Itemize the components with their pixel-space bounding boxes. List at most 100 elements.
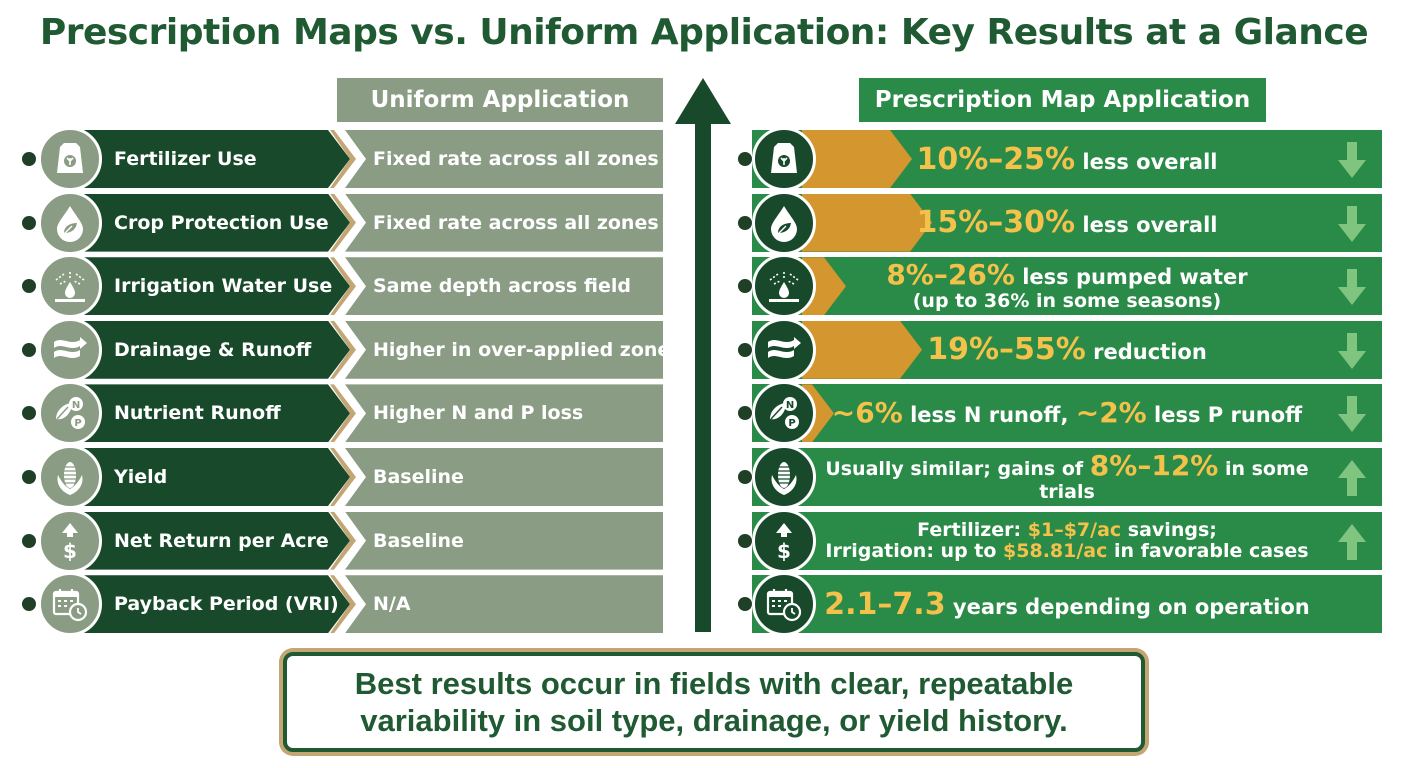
metric-label: Nutrient Runoff — [114, 402, 281, 425]
row-bullet — [738, 597, 752, 612]
corn-icon-circle — [38, 445, 102, 509]
dollar-up-icon-circle: $ — [38, 508, 102, 573]
uniform-value: Higher N and P loss — [345, 384, 663, 443]
value-highlight: ~6% — [831, 395, 903, 429]
uniform-column-header: Uniform Application — [337, 78, 663, 122]
calendar-clock-icon-circle — [38, 572, 102, 637]
droplet-leaf-icon-circle — [38, 190, 102, 255]
drainage-waves-icon-circle — [752, 317, 816, 382]
row-bullet — [738, 152, 752, 166]
prescription-row-nutrient-runoff: N P ~6% less N runoff, ~2% less P runoff — [0, 381, 1408, 446]
metric-label-bar — [70, 193, 350, 252]
prescription-bar — [752, 511, 1382, 570]
prescription-value: 8%–26% less pumped water (up to 36% in so… — [812, 257, 1322, 315]
center-up-arrow-icon — [675, 78, 731, 632]
bottom-takeaway-box: Best results occur in fields with clear,… — [283, 652, 1145, 752]
reduction-magnitude-arrow — [802, 320, 922, 379]
prescription-row-crop-protection-use: 15%–30% less overall — [0, 190, 1408, 255]
value-text: less N runoff, — [902, 402, 1076, 427]
value-line: 8%–26% less pumped water — [886, 259, 1248, 291]
svg-text:N: N — [72, 400, 80, 411]
value-text: Irrigation: up to — [825, 539, 1004, 562]
value-line: 2.1–7.3 years depending on operation — [824, 588, 1309, 621]
calendar-clock-icon — [766, 589, 802, 622]
value-text: savings; — [1121, 518, 1217, 541]
page-title: Prescription Maps vs. Uniform Applicatio… — [39, 12, 1369, 53]
value-line: 10%–25% less overall — [917, 143, 1218, 176]
metric-label: Crop Protection Use — [114, 211, 329, 234]
prescription-column-header: Prescription Map Application — [859, 78, 1266, 122]
row-bullet — [22, 279, 36, 294]
metric-label: Fertilizer Use — [114, 148, 257, 170]
prescription-bar — [752, 384, 1382, 443]
uniform-value: Baseline — [345, 448, 663, 506]
prescription-row-net-return-per-acre: $ Fertilizer: $1–$7/ac savings; Irrigation… — [0, 508, 1408, 573]
calendar-clock-icon — [52, 589, 88, 622]
value-highlight: $1–$7/ac — [1027, 518, 1122, 541]
reduction-magnitude-arrow — [802, 130, 912, 188]
row-bullet — [22, 470, 36, 484]
prescription-row-fertilizer-use: 10%–25% less overall — [0, 127, 1408, 191]
fertilizer-bag-icon-circle — [752, 127, 816, 191]
value-text: in some trials — [1039, 458, 1309, 503]
fertilizer-bag-icon — [57, 143, 83, 173]
dollar-up-icon: $ — [62, 522, 78, 561]
value-text: reduction — [1085, 340, 1207, 365]
value-text: Usually similar; gains of — [825, 458, 1090, 481]
prescription-value: Fertilizer: $1–$7/ac savings; Irrigation:… — [812, 512, 1322, 570]
svg-text:P: P — [788, 418, 795, 429]
row-bullet — [22, 533, 36, 548]
uniform-row-nutrient-runoff: Higher N and P loss Nutrient Runoff N P — [0, 381, 700, 446]
irrigation-icon-circle — [752, 254, 816, 319]
value-text: less overall — [1075, 213, 1218, 238]
drainage-waves-icon — [54, 336, 87, 358]
svg-text:N: N — [786, 400, 794, 411]
drainage-waves-icon — [768, 336, 801, 358]
value-line-1: Fertilizer: $1–$7/ac savings; — [917, 518, 1217, 541]
metric-label-bar — [70, 384, 350, 443]
trend-up-arrow-icon — [1338, 523, 1366, 560]
row-bullet — [22, 597, 36, 612]
corn-icon-circle — [752, 445, 816, 509]
value-text: Fertilizer: — [917, 518, 1028, 541]
metric-label: Net Return per Acre — [114, 529, 329, 552]
svg-text:$: $ — [777, 539, 791, 561]
metric-label-bar — [70, 320, 350, 379]
prescription-row-yield: Usually similar; gains of 8%–12% in some… — [0, 445, 1408, 509]
row-bullet — [22, 152, 36, 166]
droplet-leaf-icon — [771, 205, 797, 242]
takeaway-line-1: Best results occur in fields with clear,… — [354, 665, 1074, 701]
irrigation-icon — [55, 272, 85, 303]
svg-text:P: P — [74, 418, 81, 429]
value-highlight: 19%–55% — [927, 332, 1086, 368]
uniform-value: N/A — [345, 575, 663, 634]
uniform-value: Same depth across field — [345, 257, 663, 316]
calendar-clock-icon-circle — [752, 572, 816, 637]
metric-label-bar — [70, 575, 350, 634]
value-text: years depending on operation — [945, 594, 1310, 619]
row-bullet — [22, 215, 36, 230]
value-highlight: 15%–30% — [916, 205, 1076, 241]
prescription-value: 10%–25% less overall — [812, 130, 1322, 188]
value-line: Usually similar; gains of 8%–12% in some… — [812, 450, 1322, 503]
value-highlight: 2.1–7.3 — [824, 586, 946, 622]
nutrient-np-icon: NP — [770, 397, 799, 430]
drainage-waves-icon-circle — [38, 317, 102, 382]
row-bullet — [738, 215, 752, 230]
value-line-2: Irrigation: up to $58.81/ac in favorable… — [825, 539, 1308, 562]
metric-label: Irrigation Water Use — [114, 275, 333, 298]
prescription-value: 2.1–7.3 years depending on operation — [812, 575, 1322, 633]
value-subtext: (up to 36% in some seasons) — [912, 290, 1222, 313]
value-text: less P runoff — [1146, 402, 1303, 427]
uniform-row-net-return-per-acre: Baseline Net Return per Acre $ — [0, 508, 700, 573]
value-text: less pumped water — [1014, 265, 1248, 290]
prescription-row-drainage-runoff: 19%–55% reduction — [0, 317, 1408, 382]
uniform-value: Fixed rate across all zones — [345, 193, 663, 252]
dollar-up-icon: $ — [776, 522, 792, 561]
prescription-value: ~6% less N runoff, ~2% less P runoff — [812, 384, 1322, 442]
metric-label: Drainage & Runoff — [114, 338, 312, 361]
metric-label-bar — [70, 257, 350, 316]
uniform-row-drainage-runoff: Higher in over-applied zones Drainage & R… — [0, 317, 700, 382]
metric-label-bar — [70, 448, 350, 506]
